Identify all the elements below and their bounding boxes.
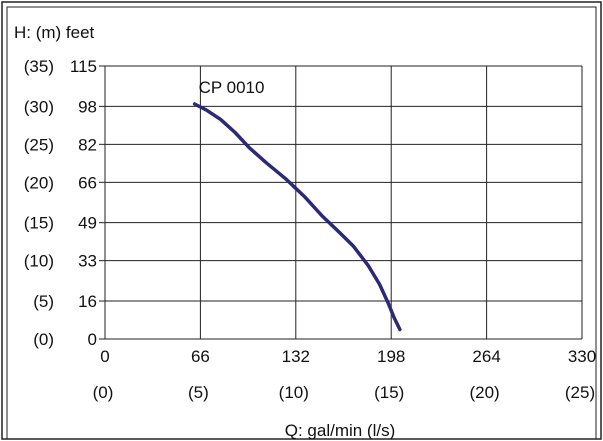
grid-lines	[105, 65, 583, 339]
y-tick-label-feet: 82	[78, 135, 97, 154]
x-tick-label-gpm: 0	[100, 347, 109, 366]
y-axis-label: H: (m) feet	[14, 23, 95, 42]
series-line-cp-0010	[192, 102, 402, 332]
y-tick-label-feet: 0	[88, 330, 97, 349]
series-label: CP 0010	[199, 78, 265, 97]
x-tick-label-lps: (5)	[188, 383, 209, 402]
x-axis-label: Q: gal/min (l/s)	[285, 421, 396, 440]
y-tick-label-meters: (15)	[24, 214, 54, 233]
y-tick-label-feet: 66	[78, 173, 97, 192]
y-tick-label-meters: (0)	[33, 330, 54, 349]
y-tick-label-meters: (25)	[24, 135, 54, 154]
x-tick-label-lps: (20)	[469, 383, 499, 402]
x-tick-label-gpm: 66	[191, 347, 210, 366]
y-tick-label-feet: 98	[78, 97, 97, 116]
y-tick-label-feet: 49	[78, 214, 97, 233]
y-tick-label-feet: 16	[78, 292, 97, 311]
axes	[99, 65, 582, 340]
series-layer: CP 0010	[192, 78, 402, 332]
x-tick-label-gpm: 198	[377, 347, 405, 366]
y-tick-label-feet: 115	[70, 57, 97, 76]
chart-inner-frame	[6, 6, 597, 440]
x-tick-label-lps: (15)	[374, 383, 404, 402]
y-tick-label-meters: (10)	[24, 252, 54, 271]
x-tick-label-lps: (25)	[565, 383, 595, 402]
y-tick-label-meters: (20)	[24, 173, 54, 192]
y-tick-label-meters: (30)	[24, 97, 54, 116]
y-tick-label-feet: 33	[78, 252, 97, 271]
x-tick-label-gpm: 264	[472, 347, 500, 366]
x-tick-label-gpm: 330	[568, 347, 596, 366]
x-tick-label-lps: (0)	[93, 383, 114, 402]
y-tick-label-meters: (35)	[24, 57, 54, 76]
x-tick-label-lps: (10)	[279, 383, 309, 402]
x-tick-label-gpm: 132	[282, 347, 310, 366]
y-tick-label-meters: (5)	[33, 292, 54, 311]
tick-labels: 0 (0) 16 (5) 33 (10) 49 (15) 66 (20) 82 (25) 98 (30) 1…	[24, 57, 596, 402]
